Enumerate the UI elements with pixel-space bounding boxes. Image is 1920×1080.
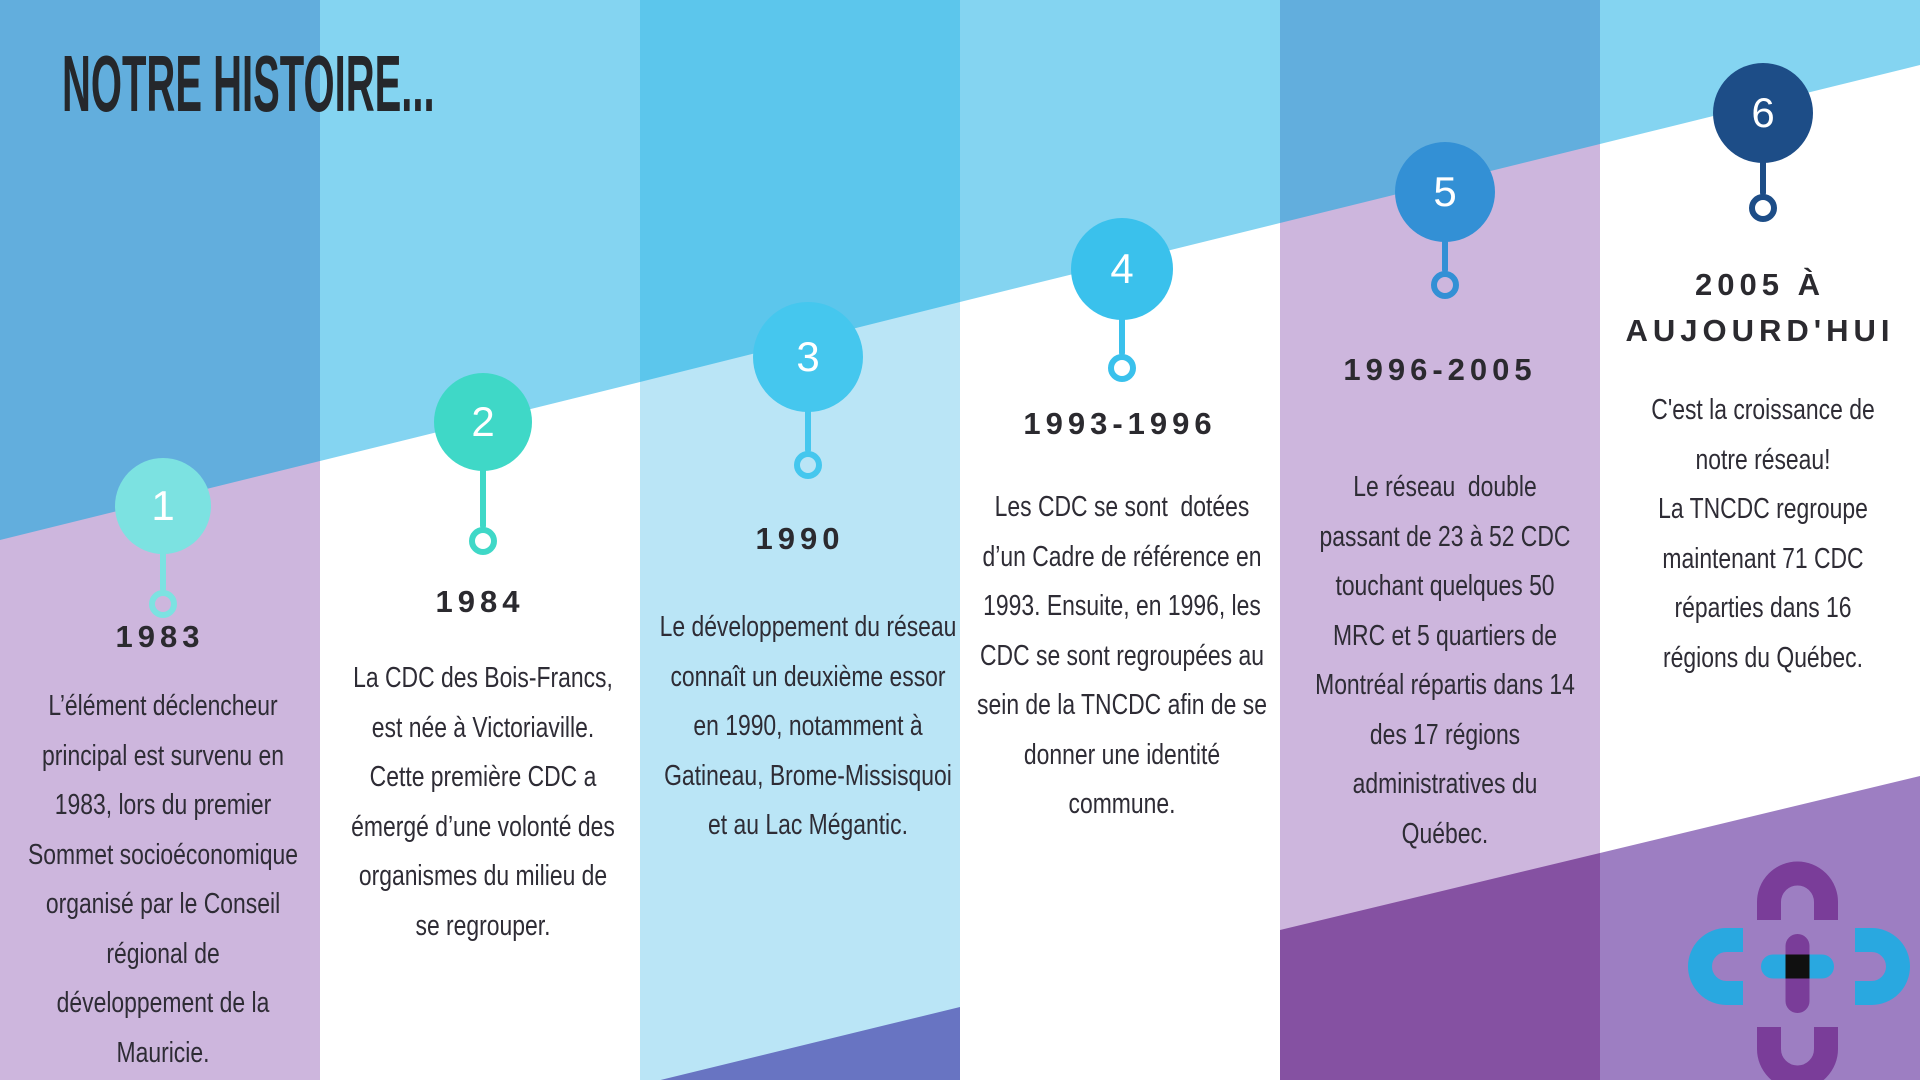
milestone-number: 6 (1751, 89, 1775, 136)
connector-stem-icon (480, 465, 486, 529)
connector-stem-icon (1760, 157, 1766, 196)
milestone-year: 1993-1996 (1023, 406, 1217, 441)
milestone-year: 1990 (755, 521, 845, 556)
connector-stem-icon (1119, 314, 1125, 356)
milestone-number: 3 (796, 333, 820, 380)
connector-ring-icon (1108, 354, 1136, 382)
logo-top-link-icon (1757, 861, 1838, 920)
milestone-description: Le réseau double passant de 23 à 52 CDC … (1315, 471, 1575, 850)
connector-ring-icon (1431, 271, 1459, 299)
milestone-description: Le développement du réseau connaît un de… (659, 611, 957, 841)
milestone-circle-icon: 5 (1395, 142, 1495, 242)
milestone-column: 6 2005 À AUJOURD'HUI C'est la croissance… (1600, 0, 1920, 1080)
logo-bottom-link-icon (1757, 1027, 1838, 1080)
milestone-description: C'est la croissance de notre réseau! La … (1651, 394, 1875, 674)
tncdc-logo (1688, 861, 1910, 1080)
connector-stem-icon (1442, 236, 1448, 273)
milestone-column: 5 1996-2005 Le réseau double passant de … (1280, 0, 1600, 1080)
milestone-column: 3 1990 Le développement du réseau connaî… (640, 0, 960, 1080)
milestone-number: 1 (151, 482, 175, 529)
page-title: NOTRE HISTOIRE... (62, 39, 435, 128)
connector-stem-icon (805, 406, 811, 453)
milestone-circle-icon: 1 (115, 458, 211, 554)
connector-ring-icon (1749, 194, 1777, 222)
column-bottom-background (640, 302, 960, 1080)
milestone-circle-icon: 2 (434, 373, 532, 471)
logo-center-square-icon (1785, 954, 1810, 979)
milestone-number: 5 (1433, 168, 1457, 215)
milestone-circle-icon: 3 (753, 302, 863, 412)
milestone-circle-icon: 4 (1071, 218, 1173, 320)
logo-right-link-icon (1855, 928, 1910, 1005)
milestone-year: 1984 (435, 584, 525, 619)
milestone-description: Les CDC se sont dotées d’un Cadre de réf… (977, 491, 1267, 820)
milestone-year: 1996-2005 (1343, 352, 1537, 387)
connector-ring-icon (149, 590, 177, 618)
milestone-number: 4 (1110, 245, 1134, 292)
milestone-year: 2005 À AUJOURD'HUI (1625, 267, 1895, 348)
milestone-year: 1983 (115, 619, 205, 654)
milestone-column: 1 1983 L’élément déclencheur principal e… (0, 0, 320, 1080)
connector-stem-icon (160, 548, 166, 592)
milestone-column: 4 1993-1996 Les CDC se sont dotées d’un … (960, 0, 1280, 1080)
milestone-description: L’élément déclencheur principal est surv… (28, 690, 298, 1069)
milestone-description: La CDC des Bois-Francs, est née à Victor… (351, 662, 615, 942)
milestone-circle-icon: 6 (1713, 63, 1813, 163)
logo-left-link-icon (1688, 928, 1743, 1005)
milestone-column: 2 1984 La CDC des Bois-Francs, est née à… (320, 0, 640, 1080)
connector-ring-icon (469, 527, 497, 555)
connector-ring-icon (794, 451, 822, 479)
milestone-number: 2 (471, 398, 495, 445)
